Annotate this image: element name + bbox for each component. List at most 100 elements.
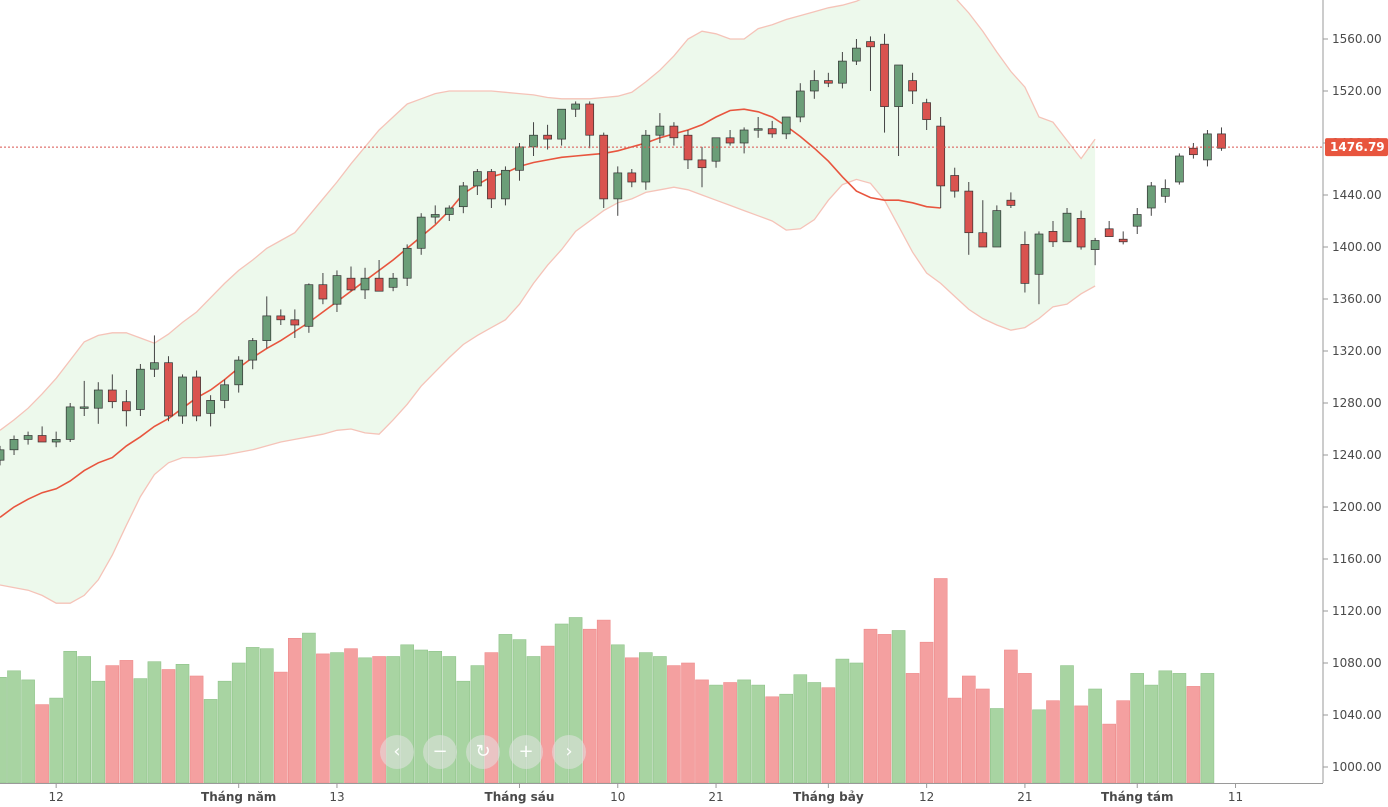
bollinger-band bbox=[0, 0, 1096, 604]
band-lower-line bbox=[0, 178, 1096, 604]
axis-tick-label: 1360.00 bbox=[1332, 292, 1382, 306]
candle-body bbox=[220, 384, 229, 401]
candle-body bbox=[781, 116, 791, 135]
volume-bar bbox=[961, 675, 976, 784]
axis-tick-label: 1080.00 bbox=[1332, 656, 1382, 670]
band-fill bbox=[0, 0, 1096, 604]
scroll-left-button[interactable]: ‹ bbox=[380, 735, 414, 769]
candle-body bbox=[739, 129, 749, 144]
volume-bar bbox=[7, 670, 21, 784]
volume-bar bbox=[203, 699, 218, 784]
volume-bar bbox=[245, 647, 260, 784]
zoom-in-button[interactable]: + bbox=[509, 735, 543, 769]
volume-bar bbox=[1172, 673, 1187, 784]
volume-bar bbox=[737, 679, 751, 784]
candle-body bbox=[725, 137, 735, 144]
candle-body bbox=[388, 277, 398, 288]
candle-body bbox=[809, 80, 819, 92]
candle-body bbox=[206, 400, 215, 414]
reset-zoom-button[interactable]: ↻ bbox=[466, 735, 500, 769]
candle-body bbox=[360, 277, 370, 291]
candle-body bbox=[908, 80, 917, 92]
candle-body bbox=[430, 214, 440, 218]
candle-body bbox=[529, 134, 538, 148]
volume-bar bbox=[596, 619, 611, 784]
candle-body bbox=[444, 207, 454, 215]
candle-body bbox=[585, 103, 595, 136]
volume-bar bbox=[653, 656, 667, 784]
volume-bar bbox=[1046, 700, 1060, 784]
candle-body bbox=[852, 47, 861, 62]
minus-icon: − bbox=[432, 741, 448, 762]
time-tick-label: 12 bbox=[49, 790, 64, 804]
candle-body bbox=[164, 362, 173, 417]
axis-tick-label: 1240.00 bbox=[1332, 448, 1382, 462]
volume-bar bbox=[919, 641, 934, 784]
candle-body bbox=[374, 277, 384, 292]
time-tick-label: Tháng năm bbox=[201, 790, 276, 804]
chevron-left-icon: ‹ bbox=[393, 741, 401, 762]
volume-bar bbox=[273, 671, 288, 784]
candle-body bbox=[922, 102, 931, 120]
candle-body bbox=[318, 284, 328, 300]
candle-body bbox=[122, 401, 131, 412]
volume-bar bbox=[175, 663, 190, 784]
volume-bar bbox=[344, 648, 358, 784]
volume-bar bbox=[49, 697, 64, 784]
candle-body bbox=[515, 146, 524, 171]
last-price-tag: 1476.79 bbox=[1325, 138, 1388, 157]
plus-icon: + bbox=[518, 741, 534, 762]
candle-body bbox=[1076, 218, 1086, 248]
candle-body bbox=[627, 172, 637, 183]
candle-body bbox=[79, 406, 89, 409]
candle-body bbox=[487, 171, 496, 200]
candle-body bbox=[402, 247, 412, 279]
volume-bar bbox=[1200, 673, 1215, 784]
volume-bar bbox=[119, 660, 134, 784]
candle-body bbox=[992, 210, 1002, 248]
candle-body bbox=[866, 41, 875, 48]
candle-body bbox=[0, 449, 5, 461]
volume-bar bbox=[231, 662, 246, 784]
candle-body bbox=[23, 435, 33, 440]
volume-bar bbox=[947, 697, 962, 784]
candle-body bbox=[1062, 212, 1072, 243]
zoom-out-button[interactable]: − bbox=[423, 735, 457, 769]
candle-body bbox=[599, 134, 609, 200]
candle-body bbox=[416, 216, 426, 249]
candle-body bbox=[234, 359, 244, 386]
axis-tick-label: 1320.00 bbox=[1332, 344, 1382, 358]
scroll-right-button[interactable]: › bbox=[552, 735, 586, 769]
time-tick-label: 21 bbox=[1017, 790, 1032, 804]
candle-body bbox=[641, 134, 651, 183]
volume-bar bbox=[1158, 670, 1173, 784]
volume-bar bbox=[638, 652, 653, 784]
candle-body bbox=[1189, 147, 1198, 156]
time-tick-label: 10 bbox=[610, 790, 625, 804]
candle-body bbox=[978, 232, 988, 248]
candle-body bbox=[1217, 133, 1226, 149]
time-tick-label: Tháng bảy bbox=[793, 790, 864, 804]
candle-body bbox=[1203, 133, 1212, 161]
candle-body bbox=[1090, 240, 1100, 250]
candle-body bbox=[37, 435, 47, 443]
axis-tick-label: 1200.00 bbox=[1332, 500, 1382, 514]
volume-bar bbox=[1186, 686, 1201, 784]
volume-bar bbox=[316, 653, 330, 784]
candle-body bbox=[1132, 214, 1142, 227]
axis-tick-label: 1560.00 bbox=[1332, 32, 1382, 46]
refresh-icon: ↻ bbox=[475, 741, 491, 762]
volume-bar bbox=[1144, 684, 1159, 784]
candle-body bbox=[51, 439, 61, 443]
candle-body bbox=[9, 439, 19, 451]
candle-body bbox=[697, 159, 707, 169]
volume-bar bbox=[695, 679, 709, 784]
axis-tick-label: 1000.00 bbox=[1332, 760, 1382, 774]
candle-body bbox=[795, 90, 805, 118]
candle-body bbox=[178, 376, 187, 417]
volume-bar bbox=[849, 662, 864, 784]
volume-bar bbox=[21, 679, 35, 784]
axis-tick-label: 1400.00 bbox=[1332, 240, 1382, 254]
volume-bar bbox=[77, 656, 91, 784]
volume-bar bbox=[259, 648, 274, 784]
